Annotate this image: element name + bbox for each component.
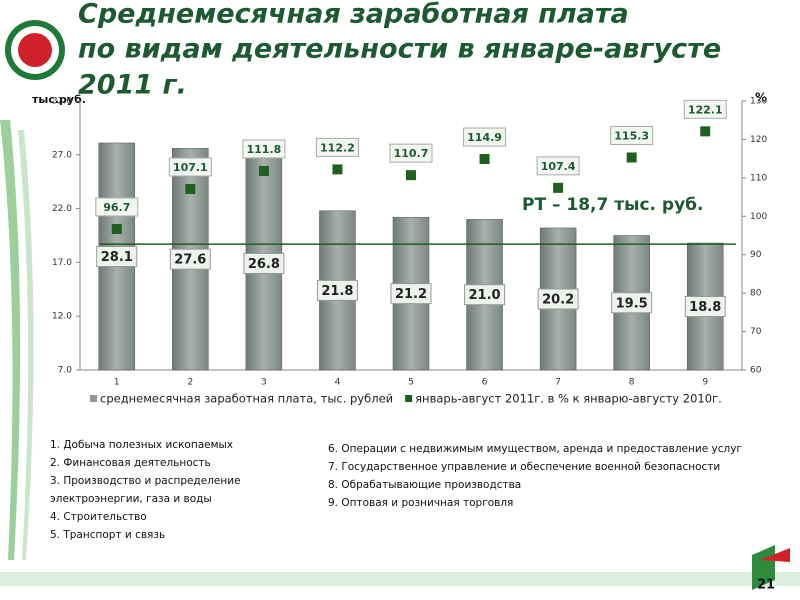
value-label-box: [168, 157, 212, 177]
value-label-box: [169, 248, 211, 270]
legend-swatch: [405, 395, 413, 402]
value-label: 107.1: [173, 161, 208, 174]
value-label-box: [611, 292, 653, 314]
value-label: 20.2: [542, 292, 574, 307]
note-item: 9. Оптовая и розничная торговля: [328, 497, 514, 509]
value-label-box: [463, 127, 507, 147]
y-tick-label: 27.0: [52, 150, 72, 160]
marker: [111, 223, 122, 234]
note-item: 7. Государственное управление и обеспече…: [328, 461, 721, 473]
x-tick-label: 1: [114, 378, 120, 388]
title: 2011 г.: [78, 70, 187, 101]
page-number: 21: [757, 578, 775, 593]
value-label-box: [464, 284, 506, 306]
decoration: [0, 120, 21, 560]
value-label: 114.9: [467, 131, 502, 144]
value-label: 19.5: [616, 296, 648, 311]
x-tick-label: 3: [261, 378, 267, 388]
value-label-box: [389, 143, 433, 163]
value-label: 21.2: [395, 287, 427, 302]
notes-right: 6. Операции с недвижимым имуществом, аре…: [328, 440, 778, 512]
legend-label: январь-август 2011г. в % к январю-август…: [415, 392, 722, 406]
value-label-box: [683, 99, 727, 119]
legend-label: среднемесячная заработная плата, тыс. ру…: [100, 392, 393, 406]
value-label-box: [242, 139, 286, 159]
value-label-box: [95, 197, 139, 217]
y2-tick-label: 110: [750, 173, 767, 183]
value-label: 115.3: [614, 129, 649, 142]
y-tick-label: 17.0: [52, 258, 72, 268]
note-item: 3. Производство и распределение электроэ…: [50, 475, 241, 505]
value-label: 107.4: [541, 160, 576, 173]
value-label-box: [390, 283, 432, 305]
value-label: 28.1: [101, 250, 133, 265]
marker: [406, 170, 416, 181]
value-label-box: [315, 137, 359, 157]
marker: [626, 152, 637, 163]
value-label: 21.0: [469, 288, 501, 303]
y2-tick-label: 80: [750, 289, 762, 299]
value-label: 21.8: [321, 284, 353, 299]
marker: [185, 184, 196, 195]
note-item: 4. Строительство: [50, 511, 147, 523]
x-tick-label: 7: [555, 378, 561, 388]
value-label-box: [537, 288, 579, 310]
y2-axis-label: %: [755, 91, 767, 105]
decoration: [752, 545, 775, 590]
x-tick-label: 4: [335, 378, 341, 388]
value-label-box: [684, 296, 726, 318]
value-label-box: [96, 245, 138, 267]
note-item: 2. Финансовая деятельность: [50, 457, 211, 469]
note-item: 8. Обрабатывающие производства: [328, 479, 522, 491]
value-label-box: [610, 125, 654, 145]
value-label: 96.7: [103, 201, 130, 214]
y2-tick-label: 130: [750, 97, 767, 107]
value-label: 27.6: [174, 253, 206, 268]
marker: [553, 182, 564, 193]
x-tick-label: 5: [408, 378, 414, 388]
note-item: 5. Транспорт и связь: [50, 529, 166, 541]
reference-label: РТ – 18,7 тыс. руб.: [522, 195, 704, 215]
decoration: [0, 572, 800, 586]
value-label: 112.2: [320, 141, 355, 154]
title: Среднемесячная заработная плата: [78, 0, 629, 30]
x-tick-label: 9: [702, 378, 708, 388]
legend-swatch: [90, 395, 97, 402]
y-axis-label: тыс.руб.: [32, 93, 86, 106]
y2-tick-label: 100: [750, 212, 767, 222]
marker: [258, 165, 269, 176]
y2-tick-label: 120: [750, 135, 767, 145]
notes-left: 1. Добыча полезных ископаемых 2. Финансов…: [50, 436, 300, 544]
x-tick-label: 6: [482, 378, 488, 388]
y-tick-label: 32.0: [52, 97, 72, 107]
title: по видам деятельности в январе-августе: [78, 34, 721, 65]
value-label: 111.8: [246, 143, 281, 156]
value-label: 110.7: [394, 147, 429, 160]
y-tick-label: 12.0: [52, 312, 72, 322]
logo: [18, 33, 52, 67]
x-tick-label: 8: [629, 378, 635, 388]
note-item: 6. Операции с недвижимым имуществом, аре…: [328, 443, 742, 455]
marker: [479, 154, 490, 165]
value-label-box: [316, 279, 358, 301]
x-tick-label: 2: [187, 378, 193, 388]
y-tick-label: 7.0: [58, 366, 73, 376]
value-label: 122.1: [688, 103, 723, 116]
marker: [700, 126, 711, 137]
decoration: [760, 548, 790, 562]
y2-tick-label: 70: [750, 327, 762, 337]
value-label: 18.8: [689, 300, 721, 315]
y-tick-label: 22.0: [52, 204, 72, 214]
note-item: 1. Добыча полезных ископаемых: [50, 439, 234, 451]
value-label-box: [243, 252, 285, 274]
value-label: 26.8: [248, 257, 280, 272]
decoration: [18, 130, 34, 560]
value-label-box: [536, 156, 580, 176]
marker: [332, 164, 343, 175]
y2-tick-label: 90: [750, 250, 762, 260]
y2-tick-label: 60: [750, 366, 762, 376]
